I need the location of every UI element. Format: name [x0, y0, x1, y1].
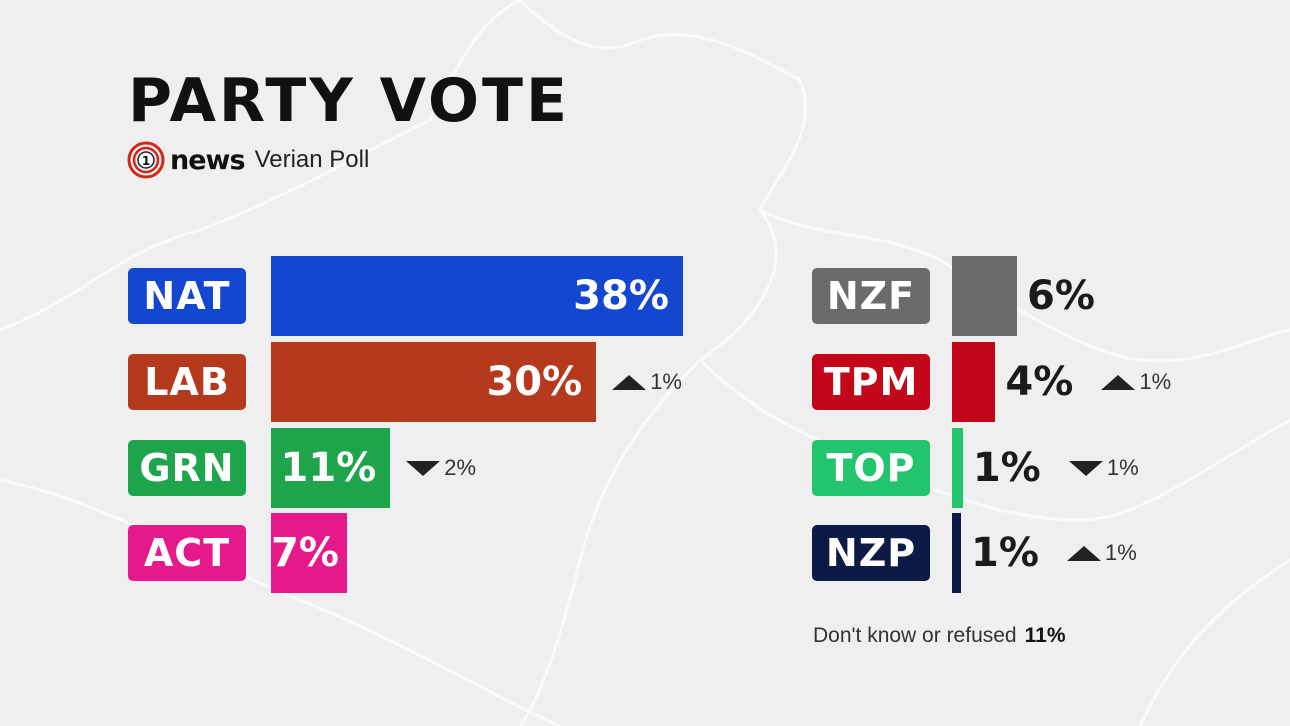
value-label-nat: 38% [573, 273, 669, 319]
svg-text:1: 1 [142, 154, 150, 168]
change-top: 1% [1068, 428, 1139, 508]
value-label-nzp: 1% [971, 530, 1039, 576]
party-label-lab: LAB [128, 354, 246, 410]
party-label-nat: NAT [128, 268, 246, 324]
change-value: 1% [650, 369, 682, 394]
triangle-down-icon [406, 460, 441, 476]
change-value: 1% [1139, 369, 1172, 394]
bar-tpm [952, 342, 996, 422]
bar-nat [271, 256, 683, 336]
news-logo-text: news [170, 144, 246, 176]
triangle-up-icon [1067, 545, 1101, 561]
party-label-nzp: NZP [812, 525, 930, 581]
party-label-tpm: TPM [812, 354, 930, 410]
bar-act [271, 513, 347, 593]
change-nzp: 1% [1067, 513, 1137, 593]
party-label-top: TOP [812, 440, 930, 496]
triangle-down-icon [1068, 460, 1103, 476]
change-value: 2% [444, 455, 477, 480]
bar-lab [271, 342, 597, 422]
party-label-grn: GRN [128, 440, 246, 496]
party-label-act: ACT [128, 525, 246, 581]
change-value: 1% [1105, 540, 1137, 565]
bar-nzp [952, 513, 961, 593]
brand: 1 news Verian Poll [126, 140, 369, 180]
bar-grn [271, 428, 391, 508]
value-label-tpm: 4% [1005, 359, 1074, 405]
footnote: Don't know or refused 11% [813, 624, 1066, 648]
1news-logo-icon: 1 [127, 141, 165, 179]
value-label-nzf: 6% [1027, 273, 1095, 319]
value-label-lab: 30% [486, 359, 583, 405]
page-title: PARTY VOTE [128, 66, 570, 136]
poll-name: Verian Poll [254, 146, 370, 173]
change-tpm: 1% [1101, 342, 1171, 422]
change-lab: 1% [612, 342, 682, 422]
triangle-up-icon [1101, 374, 1136, 390]
triangle-up-icon [612, 374, 647, 390]
footnote-label: Don't know or refused [813, 624, 1017, 647]
bar-nzf [952, 256, 1018, 336]
value-label-top: 1% [972, 445, 1041, 491]
change-grn: 2% [406, 428, 476, 508]
bar-top [952, 428, 963, 508]
footnote-value: 11% [1024, 624, 1066, 647]
party-label-nzf: NZF [812, 268, 930, 324]
change-value: 1% [1106, 455, 1139, 480]
value-label-grn: 11% [280, 445, 377, 491]
value-label-act: 7% [271, 530, 339, 576]
